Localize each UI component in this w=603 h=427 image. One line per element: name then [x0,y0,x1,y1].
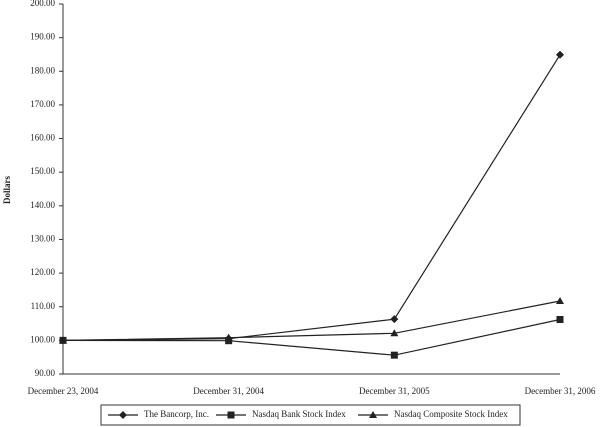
data-point [224,333,233,341]
data-point [390,329,399,337]
data-point [390,351,398,359]
y-tick-label: 200.00 [30,0,55,8]
y-tick-label: 190.00 [30,32,55,42]
data-point [556,297,564,305]
series-line [62,54,561,341]
y-tick-label: 100.00 [30,334,55,344]
y-tick-label: 150.00 [30,166,55,176]
legend-marker [119,411,127,419]
data-point [556,316,564,324]
legend-label: The Bancorp, Inc. [144,409,209,419]
legend-label: Nasdaq Bank Stock Index [252,409,346,419]
y-axis-title: Dollars [2,176,12,204]
y-tick-label: 180.00 [30,65,55,75]
y-tick-label: 90.00 [35,368,56,378]
x-tick-label: December 31, 2004 [193,386,264,396]
data-point [59,336,67,344]
y-tick-label: 140.00 [30,200,55,210]
y-tick-label: 110.00 [31,301,56,311]
x-tick-label: December 23, 2004 [28,386,99,396]
data-point [390,315,399,324]
legend-box [100,404,521,426]
y-tick-label: 130.00 [30,234,55,244]
x-tick-label: December 31, 2006 [525,386,596,396]
data-point [225,337,233,345]
legend-marker [227,411,235,419]
legend-marker [369,411,377,418]
y-tick-label: 160.00 [30,133,55,143]
series-line [62,300,561,341]
y-tick-label: 120.00 [30,267,55,277]
y-tick-label: 170.00 [30,99,55,109]
x-tick-label: December 31, 2005 [359,386,430,396]
legend-label: Nasdaq Composite Stock Index [394,409,508,419]
data-point [556,50,564,59]
series-line [62,318,561,356]
